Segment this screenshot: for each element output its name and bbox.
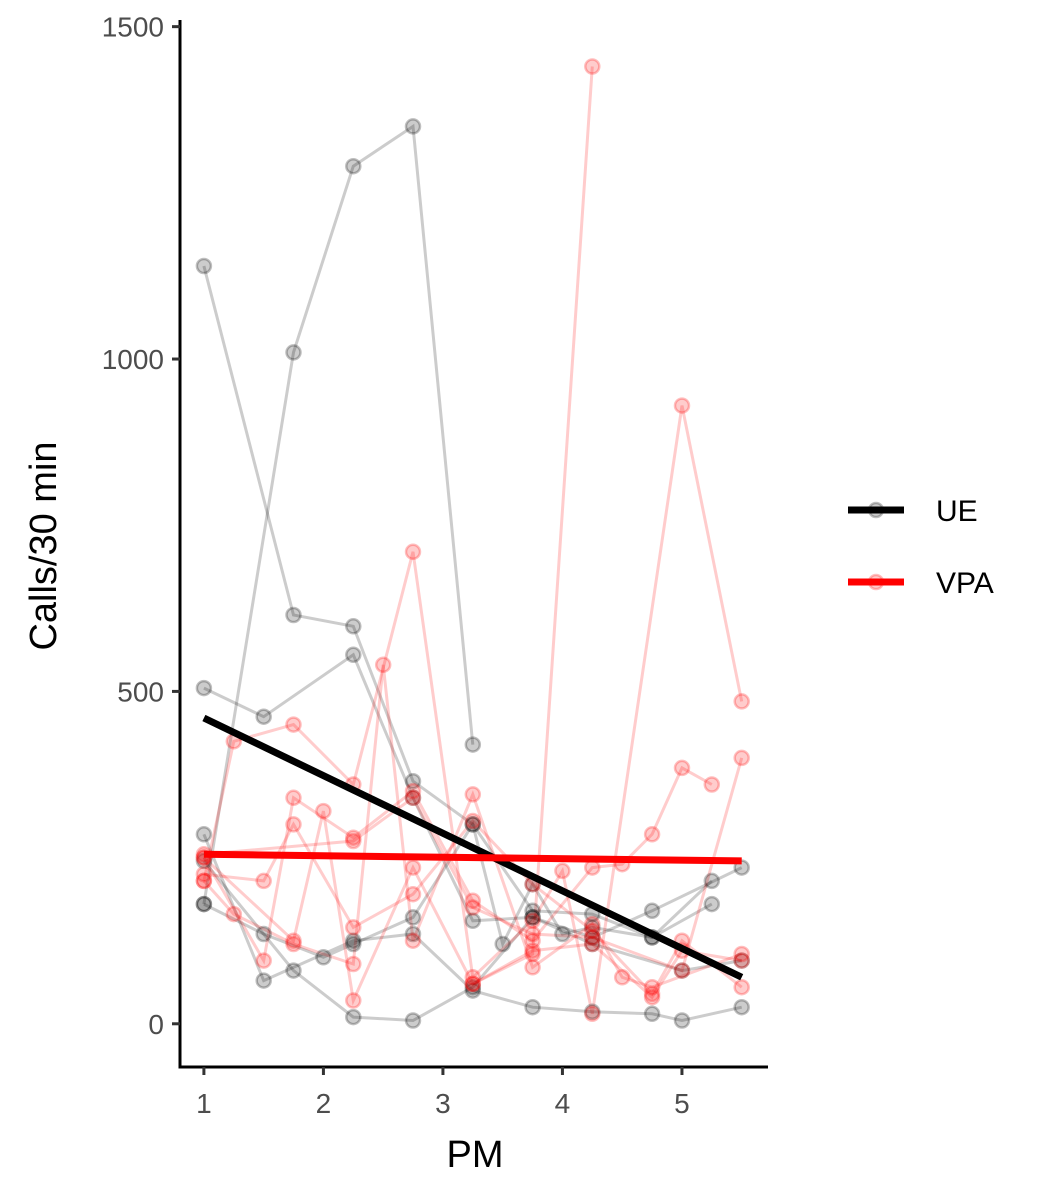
ue-individual-3-point [406,119,420,133]
ue-individual-4-point [526,1000,540,1014]
vpa-individual-4-point [526,960,540,974]
vpa-individual-1-point [287,718,301,732]
y-axis-title: Calls/30 min [23,441,65,650]
vpa-individual-4-point [406,934,420,948]
x-tick-label: 1 [196,1088,212,1119]
vpa-individual-3-point [287,817,301,831]
vpa-individual-3-point [346,920,360,934]
legend-item-ue: UE [848,495,978,528]
vpa-individual-5-point [406,861,420,875]
ue-individual-3-line [204,126,473,904]
y-ticks: 0 500 1000 1500 [102,12,180,1040]
vpa-individual-5-point [346,994,360,1008]
vpa-individual-1-point [735,694,749,708]
legend-label-ue: UE [936,495,978,528]
vpa-individual-2-point [287,791,301,805]
vpa-individual-6-point [346,834,360,848]
x-tick-label: 4 [555,1088,571,1119]
vpa-individual-2-point [585,861,599,875]
vpa-individual-6-point [585,930,599,944]
vpa-individual-5-point [316,804,330,818]
vpa-individual-4-point [346,957,360,971]
y-tick-label: 500 [117,676,164,707]
legend-item-vpa: VPA [848,567,994,600]
vpa-individual-6-point [466,901,480,915]
ue-individual-2-point [257,710,271,724]
ue-individual-1-point [197,259,211,273]
ue-individual-2-point [645,904,659,918]
ue-individual-6-point [316,950,330,964]
vpa-individual-7-point [466,977,480,991]
vpa-individual-4-point [466,787,480,801]
vpa-individual-5-point [287,934,301,948]
ue-individual-1-point [346,619,360,633]
vpa-fit-line [204,854,742,861]
vpa-individual-1-point [526,914,540,928]
individual-lines [204,67,742,1021]
vpa-individual-4-point [376,658,390,672]
ue-individual-4-point [197,827,211,841]
ue-individual-6-point [555,927,569,941]
y-tick-label: 1500 [102,12,164,43]
ue-individual-3-point [287,345,301,359]
legend-swatch-vpa-point [869,575,883,589]
vpa-individual-6-point [526,927,540,941]
legend-label-vpa: VPA [936,567,994,600]
y-tick-label: 1000 [102,344,164,375]
ue-individual-4-point [257,974,271,988]
legend-swatch-ue-point [869,503,883,517]
vpa-individual-3-point [466,814,480,828]
legend: UE VPA [848,495,994,600]
ue-individual-6-point [705,874,719,888]
vpa-individual-1-point [585,1007,599,1021]
individual-points [197,60,749,1028]
ue-individual-5-point [287,964,301,978]
vpa-individual-5-point [645,990,659,1004]
vpa-individual-4-point [227,907,241,921]
ue-individual-3-point [346,159,360,173]
vpa-individual-2-point [675,761,689,775]
ue-individual-5-point [406,1014,420,1028]
vpa-individual-2-point [705,778,719,792]
vpa-individual-3-point [735,980,749,994]
ue-individual-2-point [346,648,360,662]
vpa-individual-2-point [645,827,659,841]
ue-individual-4-point [735,1000,749,1014]
ue-individual-4-point [675,1014,689,1028]
vpa-individual-1-point [675,399,689,413]
ue-individual-3-point [466,738,480,752]
ue-individual-6-point [346,937,360,951]
y-tick-label: 0 [148,1009,164,1040]
ue-individual-2-point [466,914,480,928]
ue-individual-6-point [197,897,211,911]
vpa-individual-4-point [585,917,599,931]
vpa-individual-5-point [735,954,749,968]
ue-individual-4-point [645,1007,659,1021]
ue-individual-1-point [287,608,301,622]
x-axis-title: PM [447,1134,504,1176]
ue-individual-6-point [257,927,271,941]
vpa-individual-1-point [406,545,420,559]
vpa-individual-6-point [675,964,689,978]
vpa-individual-3-point [257,874,271,888]
vpa-individual-4-point [197,874,211,888]
vpa-individual-1-point [555,864,569,878]
ue-individual-5-point [346,1010,360,1024]
vpa-individual-2-point [257,954,271,968]
vpa-individual-7-point [526,947,540,961]
vpa-individual-3-point [406,887,420,901]
ue-individual-1-point [705,897,719,911]
ue-individual-2-point [197,681,211,695]
vpa-individual-6-point [406,791,420,805]
x-tick-label: 5 [674,1088,690,1119]
ue-individual-6-point [406,910,420,924]
ue-individual-6-point [496,937,510,951]
x-tick-label: 2 [316,1088,332,1119]
vpa-individual-4-point [615,970,629,984]
vpa-individual-6-point [735,751,749,765]
x-ticks: 1 2 3 4 5 [196,1067,690,1119]
vpa-individual-7-point [585,60,599,74]
x-tick-label: 3 [435,1088,451,1119]
